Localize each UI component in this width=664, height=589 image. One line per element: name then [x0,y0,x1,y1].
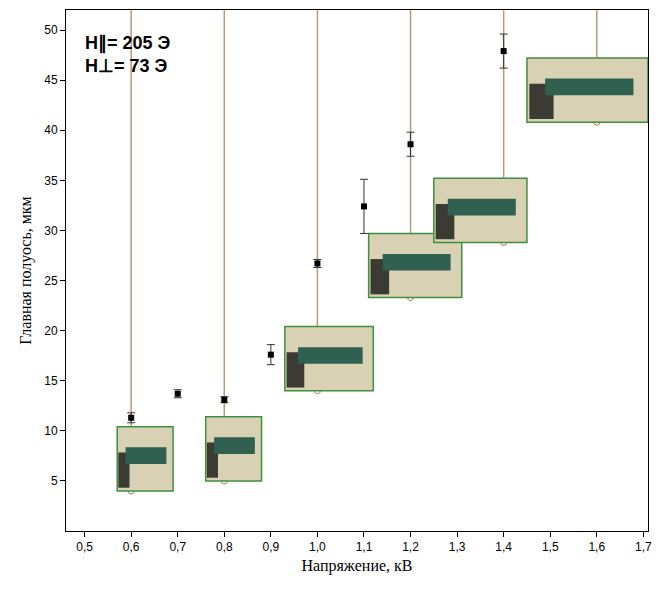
svg-text:1,6: 1,6 [588,540,605,554]
svg-text:1,2: 1,2 [402,540,419,554]
svg-text:10: 10 [44,424,58,438]
svg-text:0,9: 0,9 [263,540,280,554]
svg-text:5: 5 [51,474,58,488]
svg-text:50: 50 [44,23,58,37]
svg-text:1,3: 1,3 [449,540,466,554]
svg-text:Напряжение, кВ: Напряжение, кВ [302,557,413,575]
svg-text:0,7: 0,7 [169,540,186,554]
svg-text:20: 20 [44,324,58,338]
svg-text:45: 45 [44,73,58,87]
svg-text:1,0: 1,0 [309,540,326,554]
svg-text:35: 35 [44,174,58,188]
svg-text:30: 30 [44,224,58,238]
svg-text:1,1: 1,1 [356,540,373,554]
svg-text:H∥= 205 ЭH⊥= 73 Э: H∥= 205 ЭH⊥= 73 Э [85,33,171,76]
svg-text:0,6: 0,6 [123,540,140,554]
svg-text:15: 15 [44,374,58,388]
svg-text:0,5: 0,5 [76,540,93,554]
svg-text:1,4: 1,4 [495,540,512,554]
svg-text:Главная полуось, мкм: Главная полуось, мкм [17,196,35,344]
svg-text:1,7: 1,7 [635,540,652,554]
svg-text:25: 25 [44,274,58,288]
svg-text:0,8: 0,8 [216,540,233,554]
svg-text:40: 40 [44,123,58,137]
svg-text:1,5: 1,5 [542,540,559,554]
